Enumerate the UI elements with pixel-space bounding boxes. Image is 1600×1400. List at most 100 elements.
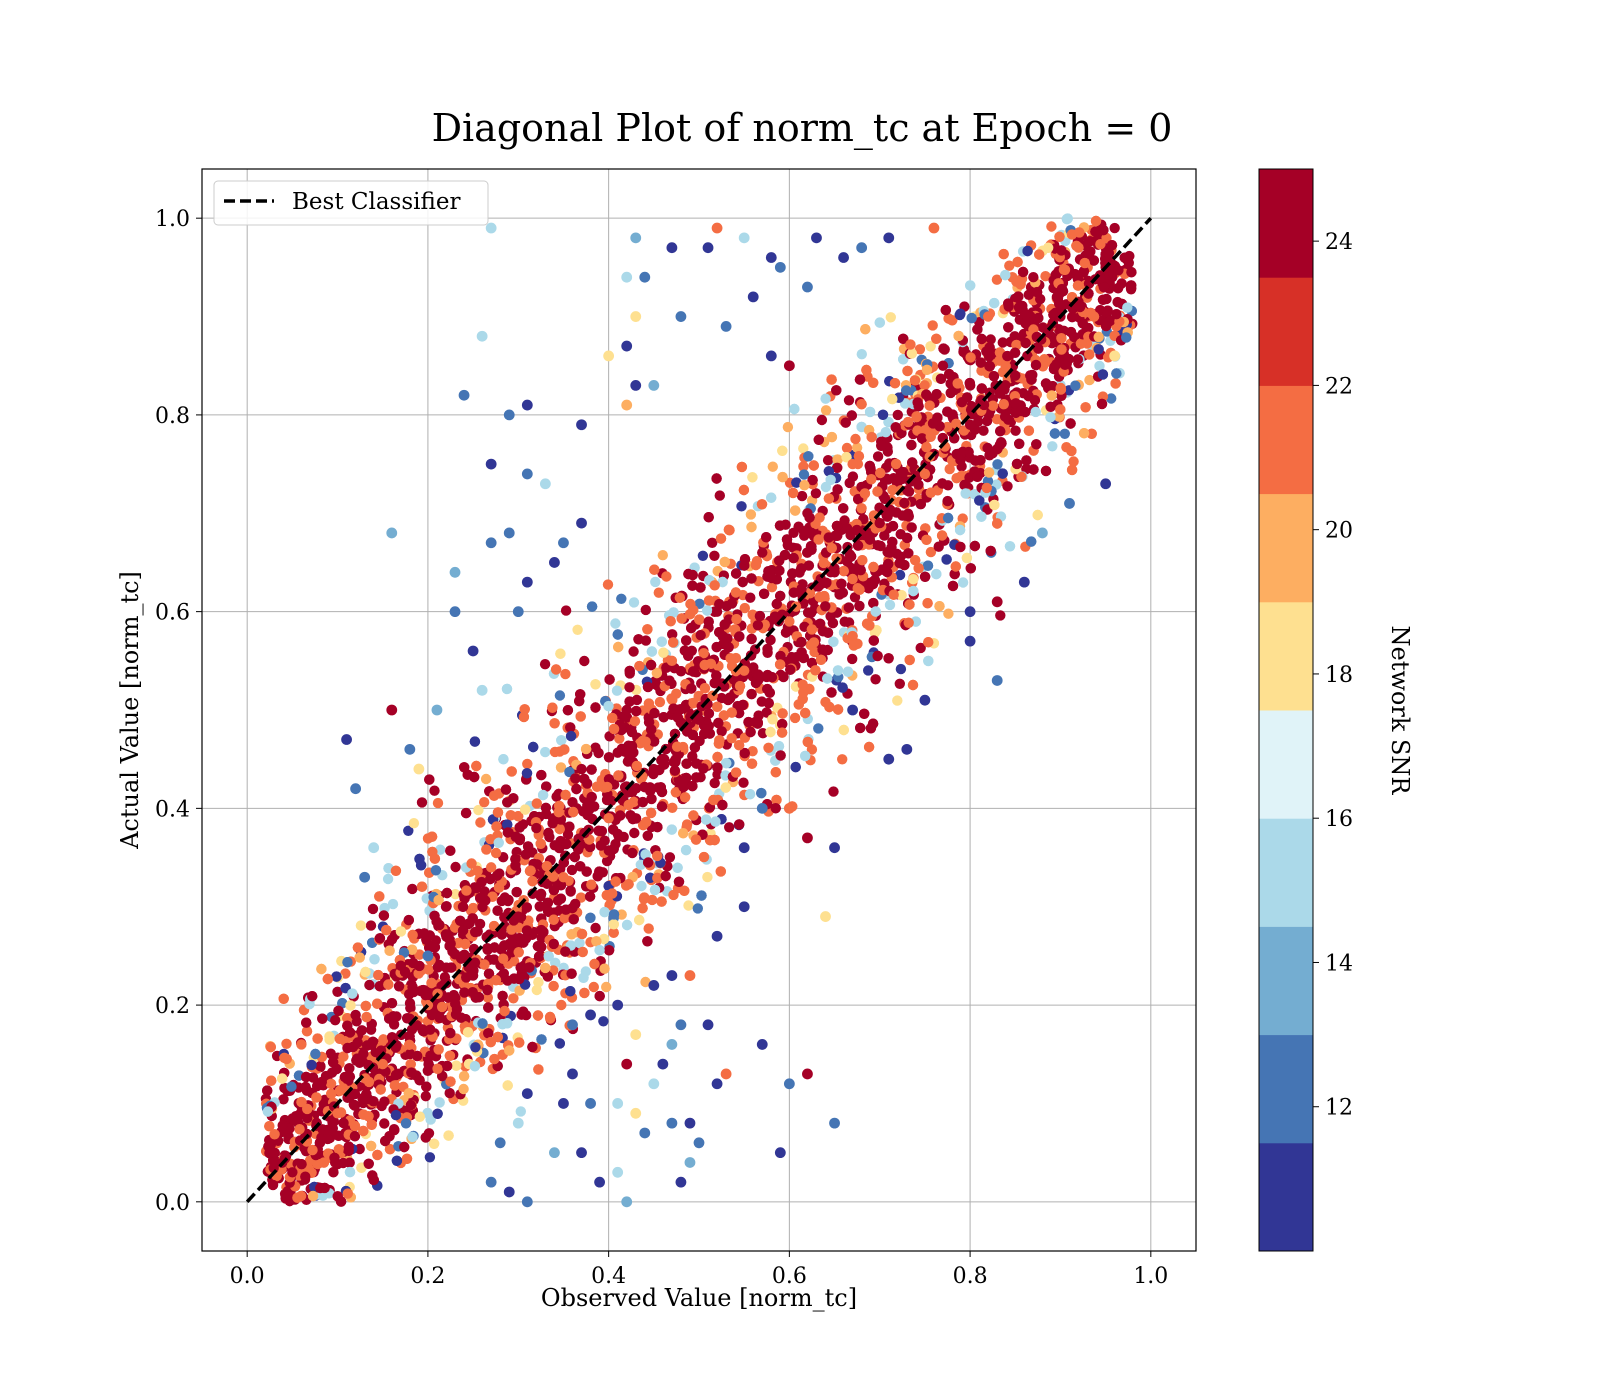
scatter-point: [842, 666, 854, 677]
scatter-point: [1054, 231, 1065, 242]
scatter-point: [839, 616, 850, 627]
scatter-point: [379, 1096, 390, 1107]
scatter-point: [750, 559, 762, 571]
scatter-point: [497, 990, 508, 1002]
scatter-point: [746, 688, 757, 700]
scatter-point: [343, 1075, 354, 1086]
scatter-point: [488, 790, 500, 801]
scatter-point: [605, 795, 617, 806]
scatter-point: [950, 561, 961, 572]
scatter-point: [534, 901, 545, 912]
scatter-point: [433, 894, 444, 906]
scatter-point: [590, 922, 601, 934]
scatter-point: [608, 824, 619, 835]
scatter-point: [615, 810, 626, 821]
scatter-point: [628, 597, 640, 608]
scatter-point: [935, 373, 947, 384]
scatter-point: [367, 903, 379, 915]
scatter-point: [941, 554, 952, 565]
scatter-point: [688, 604, 699, 616]
scatter-point: [1059, 359, 1071, 370]
scatter-point: [826, 542, 837, 554]
scatter-point: [554, 690, 566, 701]
scatter-point: [838, 724, 849, 736]
scatter-point: [954, 524, 966, 536]
scatter-point: [870, 606, 881, 617]
scatter-point: [520, 804, 531, 815]
scatter-point: [1062, 213, 1073, 224]
scatter-point: [461, 885, 472, 896]
scatter-point: [1049, 428, 1061, 439]
scatter-point: [987, 448, 998, 459]
scatter-point: [277, 1073, 288, 1084]
scatter-point: [264, 1121, 275, 1132]
scatter-point: [884, 599, 896, 611]
scatter-point: [541, 861, 552, 872]
scatter-point: [960, 488, 971, 499]
scatter-point: [349, 1088, 360, 1100]
scatter-point: [763, 697, 774, 709]
scatter-point: [956, 470, 967, 481]
scatter-point: [658, 647, 669, 658]
scatter-point: [721, 758, 732, 769]
scatter-point: [775, 650, 786, 662]
scatter-point: [820, 405, 832, 416]
scatter-point: [766, 572, 777, 584]
scatter-point: [661, 662, 672, 673]
scatter-point: [1025, 370, 1036, 381]
scatter-point: [466, 858, 477, 869]
scatter-point: [898, 333, 909, 344]
scatter-point: [578, 972, 589, 983]
scatter-point: [1098, 224, 1109, 236]
scatter-point: [626, 740, 638, 752]
scatter-point: [943, 608, 954, 619]
scatter-point: [717, 576, 728, 588]
scatter-point: [324, 1034, 335, 1045]
scatter-point: [475, 892, 486, 904]
scatter-point: [1034, 249, 1045, 260]
scatter-point: [782, 421, 794, 433]
scatter-point: [713, 717, 724, 729]
scatter-point: [329, 1152, 340, 1164]
scatter-point: [491, 821, 502, 832]
scatter-point: [1040, 465, 1052, 477]
scatter-point: [855, 565, 866, 576]
scatter-point: [991, 414, 1003, 425]
scatter-point: [737, 699, 749, 711]
scatter-point: [372, 1149, 383, 1161]
scatter-point: [790, 505, 801, 516]
scatter-point: [332, 986, 343, 997]
scatter-point: [307, 1144, 318, 1156]
scatter-point: [493, 882, 505, 893]
scatter-point: [386, 998, 398, 1009]
scatter-point: [1066, 445, 1077, 457]
scatter-point: [650, 576, 661, 588]
scatter-point: [805, 541, 817, 552]
scatter-point: [460, 807, 472, 819]
scatter-point: [506, 924, 517, 935]
scatter-point: [736, 501, 747, 512]
scatter-point: [643, 698, 655, 709]
scatter-point: [770, 767, 781, 778]
scatter-point: [1013, 302, 1025, 313]
scatter-point: [856, 349, 867, 360]
scatter-point: [975, 357, 986, 368]
scatter-point: [344, 1063, 355, 1074]
scatter-point: [944, 463, 955, 475]
scatter-point: [942, 421, 953, 433]
scatter-point: [364, 979, 375, 991]
scatter-point: [524, 962, 535, 973]
scatter-point: [354, 1143, 365, 1155]
scatter-point: [382, 873, 394, 885]
scatter-point: [902, 416, 914, 428]
scatter-point: [997, 337, 1008, 348]
scatter-point: [703, 595, 715, 606]
scatter-point: [634, 914, 645, 926]
scatter-point: [269, 1147, 280, 1159]
scatter-point: [490, 847, 502, 859]
scatter-point: [560, 904, 571, 915]
scatter-point: [498, 754, 509, 765]
scatter-point: [844, 477, 855, 489]
scatter-point: [785, 664, 796, 675]
scatter-point: [832, 454, 843, 465]
